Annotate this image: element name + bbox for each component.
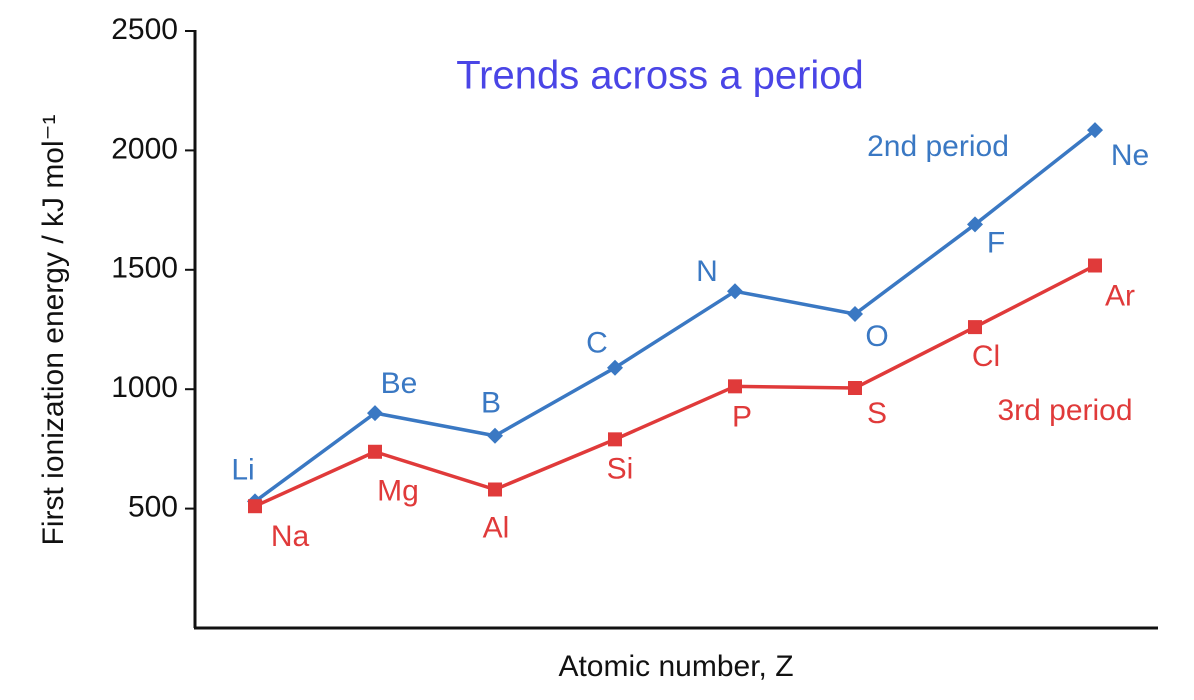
point-label: C — [586, 327, 608, 360]
marker — [847, 305, 863, 322]
point-label: Be — [381, 367, 418, 400]
marker — [967, 216, 983, 233]
y-tick-label: 500 — [128, 491, 178, 524]
marker — [367, 405, 383, 422]
point-label: Si — [607, 452, 634, 485]
point-label: Ar — [1105, 279, 1135, 312]
y-tick-label: 2000 — [111, 132, 178, 165]
chart-title: Trends across a period — [456, 54, 864, 98]
marker — [607, 359, 623, 376]
series-name: 2nd period — [867, 130, 1009, 163]
point-label: Ne — [1111, 139, 1149, 172]
y-tick-label: 1000 — [111, 371, 178, 404]
marker — [968, 320, 982, 335]
y-tick-label: 2500 — [111, 13, 178, 46]
marker — [368, 444, 382, 459]
point-label: P — [732, 400, 752, 433]
marker — [608, 432, 622, 447]
series-name: 3rd period — [997, 394, 1132, 427]
marker — [1087, 122, 1103, 139]
point-label: O — [865, 320, 888, 353]
point-label: Na — [271, 520, 310, 553]
marker — [727, 283, 743, 300]
point-label: Li — [231, 453, 254, 486]
x-axis-label: Atomic number, Z — [558, 650, 793, 683]
marker — [1088, 258, 1102, 273]
marker — [848, 381, 862, 396]
y-tick-label: 1500 — [111, 252, 178, 285]
series-line — [253, 128, 1097, 503]
y-axis-label: First ionization energy / kJ mol⁻¹ — [37, 115, 70, 546]
point-label: F — [987, 226, 1005, 259]
marker — [488, 482, 502, 497]
point-label: B — [481, 387, 501, 420]
marker — [248, 499, 262, 514]
point-label: Al — [483, 511, 510, 544]
point-label: Cl — [972, 340, 1000, 373]
point-label: Mg — [377, 475, 419, 508]
series-line — [254, 263, 1096, 508]
point-label: S — [867, 397, 887, 430]
marker — [487, 427, 503, 444]
marker — [728, 379, 742, 394]
point-label: N — [696, 255, 718, 288]
